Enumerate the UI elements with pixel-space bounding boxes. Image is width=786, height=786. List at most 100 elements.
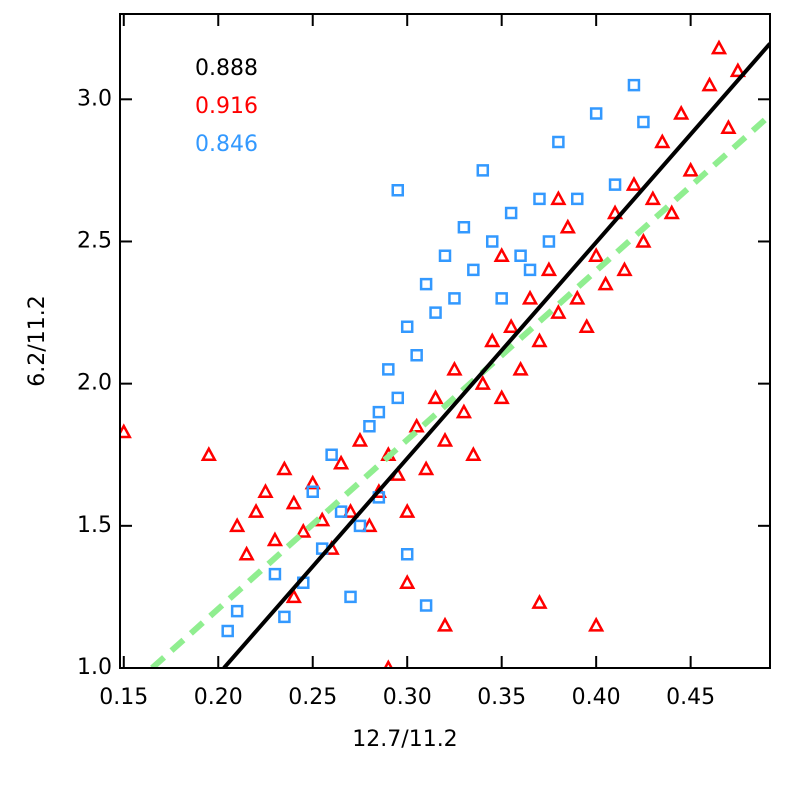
point <box>448 292 461 305</box>
point <box>399 574 416 589</box>
point <box>438 249 452 262</box>
fit-line <box>222 42 770 668</box>
point <box>720 119 737 134</box>
point <box>542 235 556 248</box>
x-tick-label: 0.30 <box>383 685 432 710</box>
point <box>503 318 520 334</box>
y-tick-label: 1.0 <box>77 655 112 680</box>
point <box>627 78 641 92</box>
point <box>410 348 423 362</box>
point <box>230 604 244 618</box>
point <box>533 192 546 206</box>
annotation: 0.846 <box>195 132 258 157</box>
x-tick-label: 0.15 <box>99 685 148 710</box>
point <box>391 184 405 197</box>
point <box>400 320 414 334</box>
point <box>257 483 274 498</box>
point <box>446 360 463 376</box>
annotation: 0.916 <box>195 94 258 119</box>
point <box>344 590 357 604</box>
point <box>616 261 633 277</box>
point <box>701 76 718 92</box>
x-tick-label: 0.35 <box>477 685 526 710</box>
point <box>382 363 395 376</box>
point <box>552 135 565 149</box>
point <box>417 460 435 476</box>
annotation: 0.888 <box>195 56 258 81</box>
point <box>285 588 302 604</box>
point <box>221 624 234 638</box>
point <box>493 389 510 405</box>
point <box>200 446 217 461</box>
point <box>325 448 338 461</box>
point <box>663 204 680 220</box>
point <box>514 249 527 262</box>
point <box>578 318 595 334</box>
point <box>474 375 491 390</box>
point <box>229 517 246 533</box>
point <box>550 303 567 319</box>
point <box>637 115 650 129</box>
point <box>372 405 386 419</box>
point <box>304 474 321 490</box>
point <box>400 548 414 561</box>
plot-frame <box>119 13 771 669</box>
y-tick-label: 3.0 <box>77 86 112 111</box>
plot-area <box>120 39 770 668</box>
point <box>342 502 359 518</box>
point <box>569 289 586 305</box>
point <box>408 417 425 433</box>
point <box>295 522 312 538</box>
point <box>427 389 444 405</box>
point <box>455 403 473 419</box>
point <box>351 431 369 447</box>
point <box>512 360 529 376</box>
point <box>419 277 433 291</box>
point <box>608 178 622 191</box>
point <box>559 218 576 234</box>
point <box>238 545 255 561</box>
point <box>315 542 329 555</box>
point <box>361 517 378 533</box>
point <box>571 192 584 206</box>
point <box>436 616 454 632</box>
point <box>550 190 567 206</box>
x-tick-label: 0.45 <box>666 685 715 710</box>
point <box>588 247 605 262</box>
point <box>266 531 284 547</box>
point <box>523 263 537 277</box>
point <box>247 502 265 518</box>
point <box>467 263 480 277</box>
point <box>485 235 499 248</box>
point <box>589 107 603 120</box>
y-axis-label: 6.2/11.2 <box>25 295 50 386</box>
point <box>285 494 302 510</box>
y-tick-label: 2.5 <box>77 228 112 253</box>
point <box>729 62 746 78</box>
point <box>635 232 652 248</box>
point <box>531 593 548 609</box>
x-tick-label: 0.20 <box>194 685 243 710</box>
point <box>476 164 490 177</box>
point <box>465 446 482 461</box>
point <box>673 104 690 120</box>
point <box>540 261 558 277</box>
point <box>306 485 319 498</box>
point <box>625 175 643 191</box>
point <box>521 289 539 305</box>
x-tick-label: 0.25 <box>288 685 337 710</box>
point <box>682 161 699 177</box>
y-tick-label: 1.5 <box>77 513 112 538</box>
point <box>276 460 293 476</box>
point <box>597 275 614 291</box>
point <box>353 519 367 533</box>
point <box>268 567 282 581</box>
point <box>436 431 454 447</box>
point <box>493 247 510 262</box>
point <box>588 616 605 632</box>
x-tick-label: 0.40 <box>572 685 621 710</box>
point <box>334 505 348 518</box>
point <box>332 454 350 470</box>
point <box>504 206 518 220</box>
